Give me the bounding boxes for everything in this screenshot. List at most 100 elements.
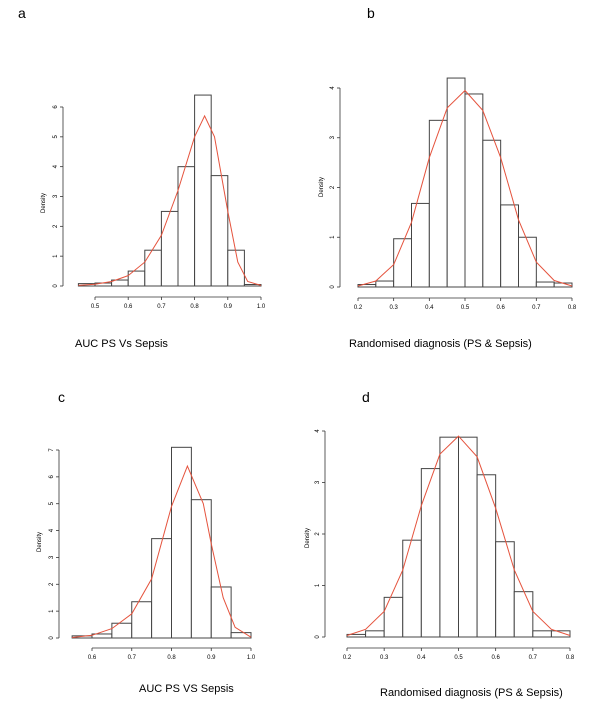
y-tick-label: 3: [53, 194, 59, 198]
histogram-bar: [420, 468, 441, 638]
x-tick-label: 0.8: [190, 304, 199, 310]
histogram-bar: [144, 249, 162, 287]
density-curve: [72, 464, 252, 638]
histogram-bar: [210, 175, 229, 287]
x-tick-label: 0.8: [167, 655, 176, 661]
x-tick-label: 1.0: [247, 655, 256, 661]
x-tick-label: 0.2: [343, 655, 352, 661]
y-tick-label: 0: [330, 285, 336, 289]
histogram-bar: [177, 166, 196, 287]
y-tick-label: 2: [330, 185, 336, 189]
density-curve: [346, 435, 571, 636]
histogram-chart: 0.2 0.3 0.4 0.5 0.6 0.7 0.8 0 1 2 3 4: [330, 77, 577, 311]
histogram-bar: [500, 204, 519, 288]
x-tick-label: 0.6: [124, 304, 133, 310]
y-tick-label: 0: [53, 284, 59, 288]
y-tick-label: 0: [315, 635, 321, 639]
x-tick-label: 0.3: [380, 655, 389, 661]
panel-d: d Density 0.2 0.3 0.4 0.5 0.6 0.7 0.8 0 1 2 3 4 Ran…: [305, 389, 575, 699]
x-tick-label: 0.8: [566, 655, 575, 661]
histogram-bar: [535, 281, 555, 288]
histogram-bar: [439, 436, 459, 638]
histogram-bar: [411, 202, 430, 288]
histogram-bar: [402, 539, 422, 638]
x-tick-label: 0.5: [454, 655, 463, 661]
histogram-bar: [518, 236, 537, 288]
x-tick-label: 0.8: [568, 305, 577, 311]
y-tick-label: 4: [315, 429, 321, 433]
histogram-bar: [550, 630, 571, 638]
panel-b: b Density 0.2 0.3 0.4 0.5 0.6 0.7 0.8 0 1 2 3 4 Ran…: [319, 5, 577, 350]
y-tick-label: 2: [53, 224, 59, 228]
y-axis-label: Density: [319, 177, 325, 197]
y-tick-label: 3: [315, 480, 321, 484]
histogram-bar: [230, 632, 252, 639]
histogram-bar: [393, 238, 412, 288]
x-tick-label: 0.7: [128, 655, 137, 661]
histogram-bar: [513, 591, 534, 638]
x-tick-label: 0.9: [207, 655, 216, 661]
y-tick-label: 1: [330, 235, 336, 239]
y-tick-label: 5: [49, 501, 55, 505]
histogram-bar: [111, 622, 133, 639]
histogram-bar: [532, 630, 552, 638]
histogram-bar: [482, 139, 502, 288]
histogram-bar: [227, 249, 245, 287]
panel-a: a Density 0.5 0.6 0.7 0.8 0.9 1.0 0 1 2 3 4 5 6 AUC …: [18, 5, 266, 350]
y-tick-label: 3: [330, 135, 336, 139]
histogram-bar: [428, 119, 448, 288]
histogram-bar: [446, 77, 466, 288]
y-tick-label: 6: [49, 475, 55, 479]
x-tick-label: 0.6: [496, 305, 505, 311]
histogram-bar: [458, 436, 478, 638]
histogram-bar: [151, 538, 172, 639]
panel-caption: AUC PS VS Sepsis: [139, 683, 234, 695]
x-tick-label: 0.6: [88, 655, 97, 661]
histogram-bar: [160, 210, 179, 287]
panel-c: c Density 0.6 0.7 0.8 0.9 1.0 0 1 2 3 4 5 6 7 AUC PS…: [37, 389, 256, 695]
histogram-bar: [375, 280, 395, 288]
panel-letter: c: [58, 389, 65, 405]
y-tick-label: 3: [49, 555, 55, 559]
histogram-chart: 0.6 0.7 0.8 0.9 1.0 0 1 2 3 4 5 6 7: [49, 446, 256, 661]
x-tick-label: 0.4: [417, 655, 426, 661]
y-tick-label: 5: [53, 135, 59, 139]
y-tick-label: 0: [49, 636, 55, 640]
panel-letter: d: [362, 389, 370, 405]
x-tick-label: 0.9: [224, 304, 233, 310]
y-tick-label: 7: [49, 448, 55, 452]
histogram-bar: [464, 93, 484, 288]
y-tick-label: 2: [49, 582, 55, 586]
panel-caption: AUC PS Vs Sepsis: [75, 338, 168, 350]
y-tick-label: 6: [53, 105, 59, 109]
panel-letter: b: [367, 5, 375, 21]
y-tick-label: 4: [53, 164, 59, 168]
x-tick-label: 0.4: [425, 305, 434, 311]
x-tick-label: 0.3: [389, 305, 398, 311]
x-tick-label: 0.5: [461, 305, 470, 311]
y-tick-label: 2: [315, 532, 321, 536]
y-tick-label: 4: [330, 86, 336, 90]
histogram-bar: [190, 499, 212, 639]
density-curve: [78, 114, 262, 286]
x-tick-label: 0.7: [529, 655, 538, 661]
y-tick-label: 1: [53, 254, 59, 258]
x-tick-label: 0.2: [354, 305, 363, 311]
panel-caption: Randomised diagnosis (PS & Sepsis): [349, 338, 532, 350]
panel-caption: Randomised diagnosis (PS & Sepsis): [380, 687, 563, 699]
histogram-bar: [495, 541, 515, 638]
x-tick-label: 1.0: [257, 304, 266, 310]
y-axis-label: Density: [41, 193, 47, 213]
x-tick-label: 0.5: [91, 304, 100, 310]
histogram-bar: [131, 601, 153, 639]
panel-letter: a: [18, 5, 26, 21]
y-axis-label: Density: [305, 528, 311, 548]
y-axis-label: Density: [37, 532, 43, 552]
histogram-bar: [171, 446, 192, 639]
histogram-bar: [383, 596, 404, 638]
x-tick-label: 0.7: [532, 305, 541, 311]
histogram-bar: [210, 586, 232, 639]
histogram-chart: 0.2 0.3 0.4 0.5 0.6 0.7 0.8 0 1 2 3 4: [315, 429, 575, 661]
y-tick-label: 4: [49, 528, 55, 532]
